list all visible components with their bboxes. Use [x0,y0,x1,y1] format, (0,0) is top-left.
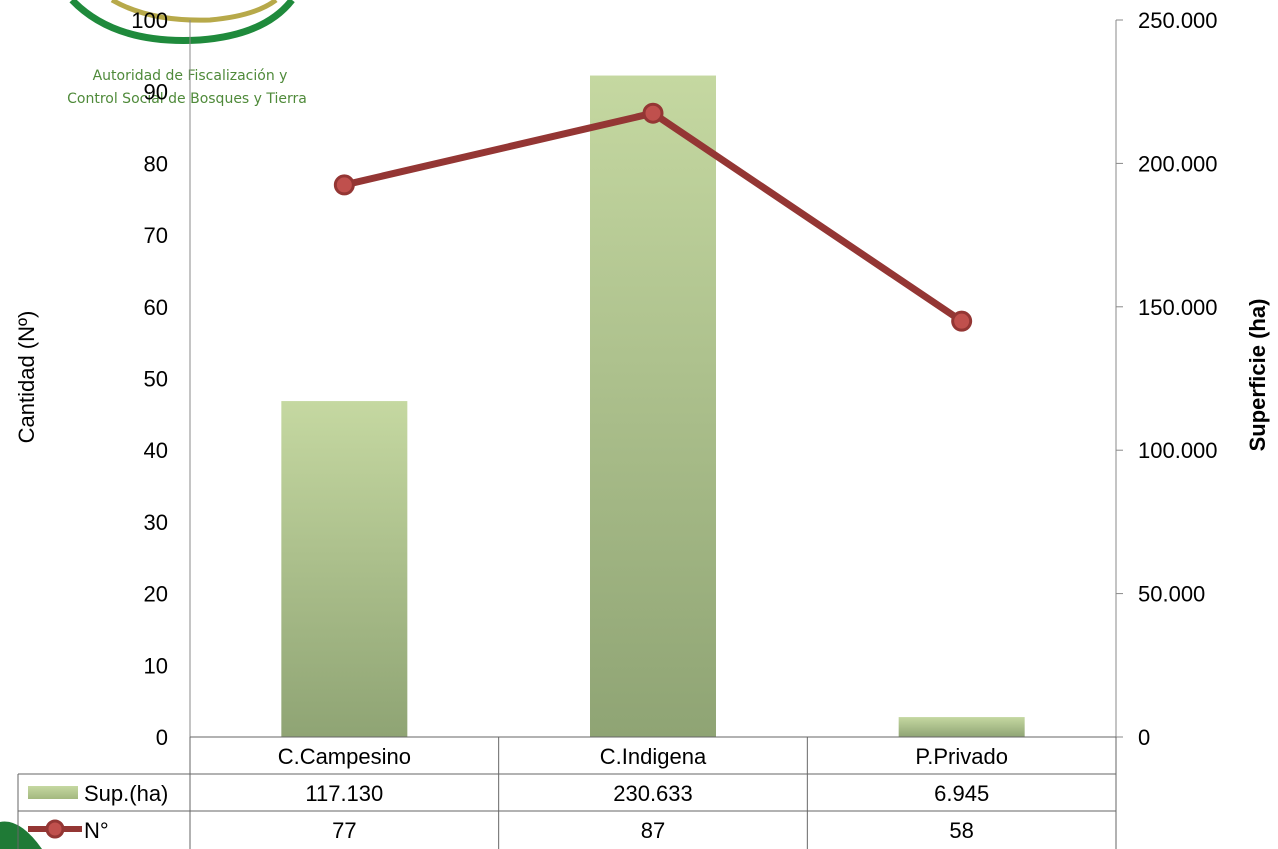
y2-tick-label: 150.000 [1138,295,1218,320]
table-value: 117.130 [305,781,383,806]
y-tick-label: 60 [144,295,168,320]
y2-tick-label: 100.000 [1138,438,1218,463]
logo-text-line2: Control Social de Bosques y Tierra [67,91,307,107]
bar-p-privado [898,717,1025,737]
data-table: C.Campesino C.Indigena P.Privado Sup.(ha) 11… [17,736,1117,849]
bar-series [281,75,1025,737]
table-category-label: P.Privado [915,744,1008,769]
table-category-label: C.Campesino [278,744,411,769]
y2-tick-label: 0 [1138,725,1150,750]
table-value: 87 [641,818,665,843]
logo: Autoridad de Fiscalización y Control Soc… [67,0,307,107]
legend-key-marker [45,819,65,839]
y-tick-label: 100 [131,8,168,33]
y-tick-label: 80 [144,151,168,176]
y-tick-label: 70 [144,223,168,248]
y2-axis-title: Superficie (ha) [1245,299,1270,452]
bar-c-campesino [281,401,408,737]
y-tick-label: 30 [144,510,168,535]
y-tick-label: 0 [156,725,168,750]
line-point-c-campesino [333,174,355,196]
line-point-p-privado [951,310,973,332]
y2-tick-label: 250.000 [1138,8,1218,33]
y-tick-labels: 0 10 20 30 40 50 60 70 80 90 100 [131,8,168,750]
leaf-decoration [0,821,42,849]
y-tick-label: 90 [144,80,168,105]
logo-arc [69,0,295,44]
bar-c-indigena [590,75,716,737]
y-tick-label: 50 [144,367,168,392]
table-series-name: Sup.(ha) [84,781,168,806]
y-tick-label: 20 [144,582,168,607]
legend-key-bar [28,786,78,799]
table-value: 6.945 [934,781,989,806]
y2-tick-label: 200.000 [1138,151,1218,176]
table-category-label: C.Indigena [600,744,707,769]
y2-tick-label: 50.000 [1138,582,1205,607]
table-value: 58 [949,818,973,843]
line-point-c-indigena [642,102,664,124]
logo-arc-inner [110,0,278,23]
table-value: 77 [332,818,356,843]
table-series-name: N° [84,818,109,843]
line-series [333,102,973,332]
table-value: 230.633 [613,781,693,806]
y-axis-title: Cantidad (Nº) [14,311,39,444]
y-tick-label: 40 [144,438,168,463]
y2-tick-labels: 0 50.000 100.000 150.000 200.000 250.000 [1116,8,1218,750]
y-tick-label: 10 [144,653,168,678]
